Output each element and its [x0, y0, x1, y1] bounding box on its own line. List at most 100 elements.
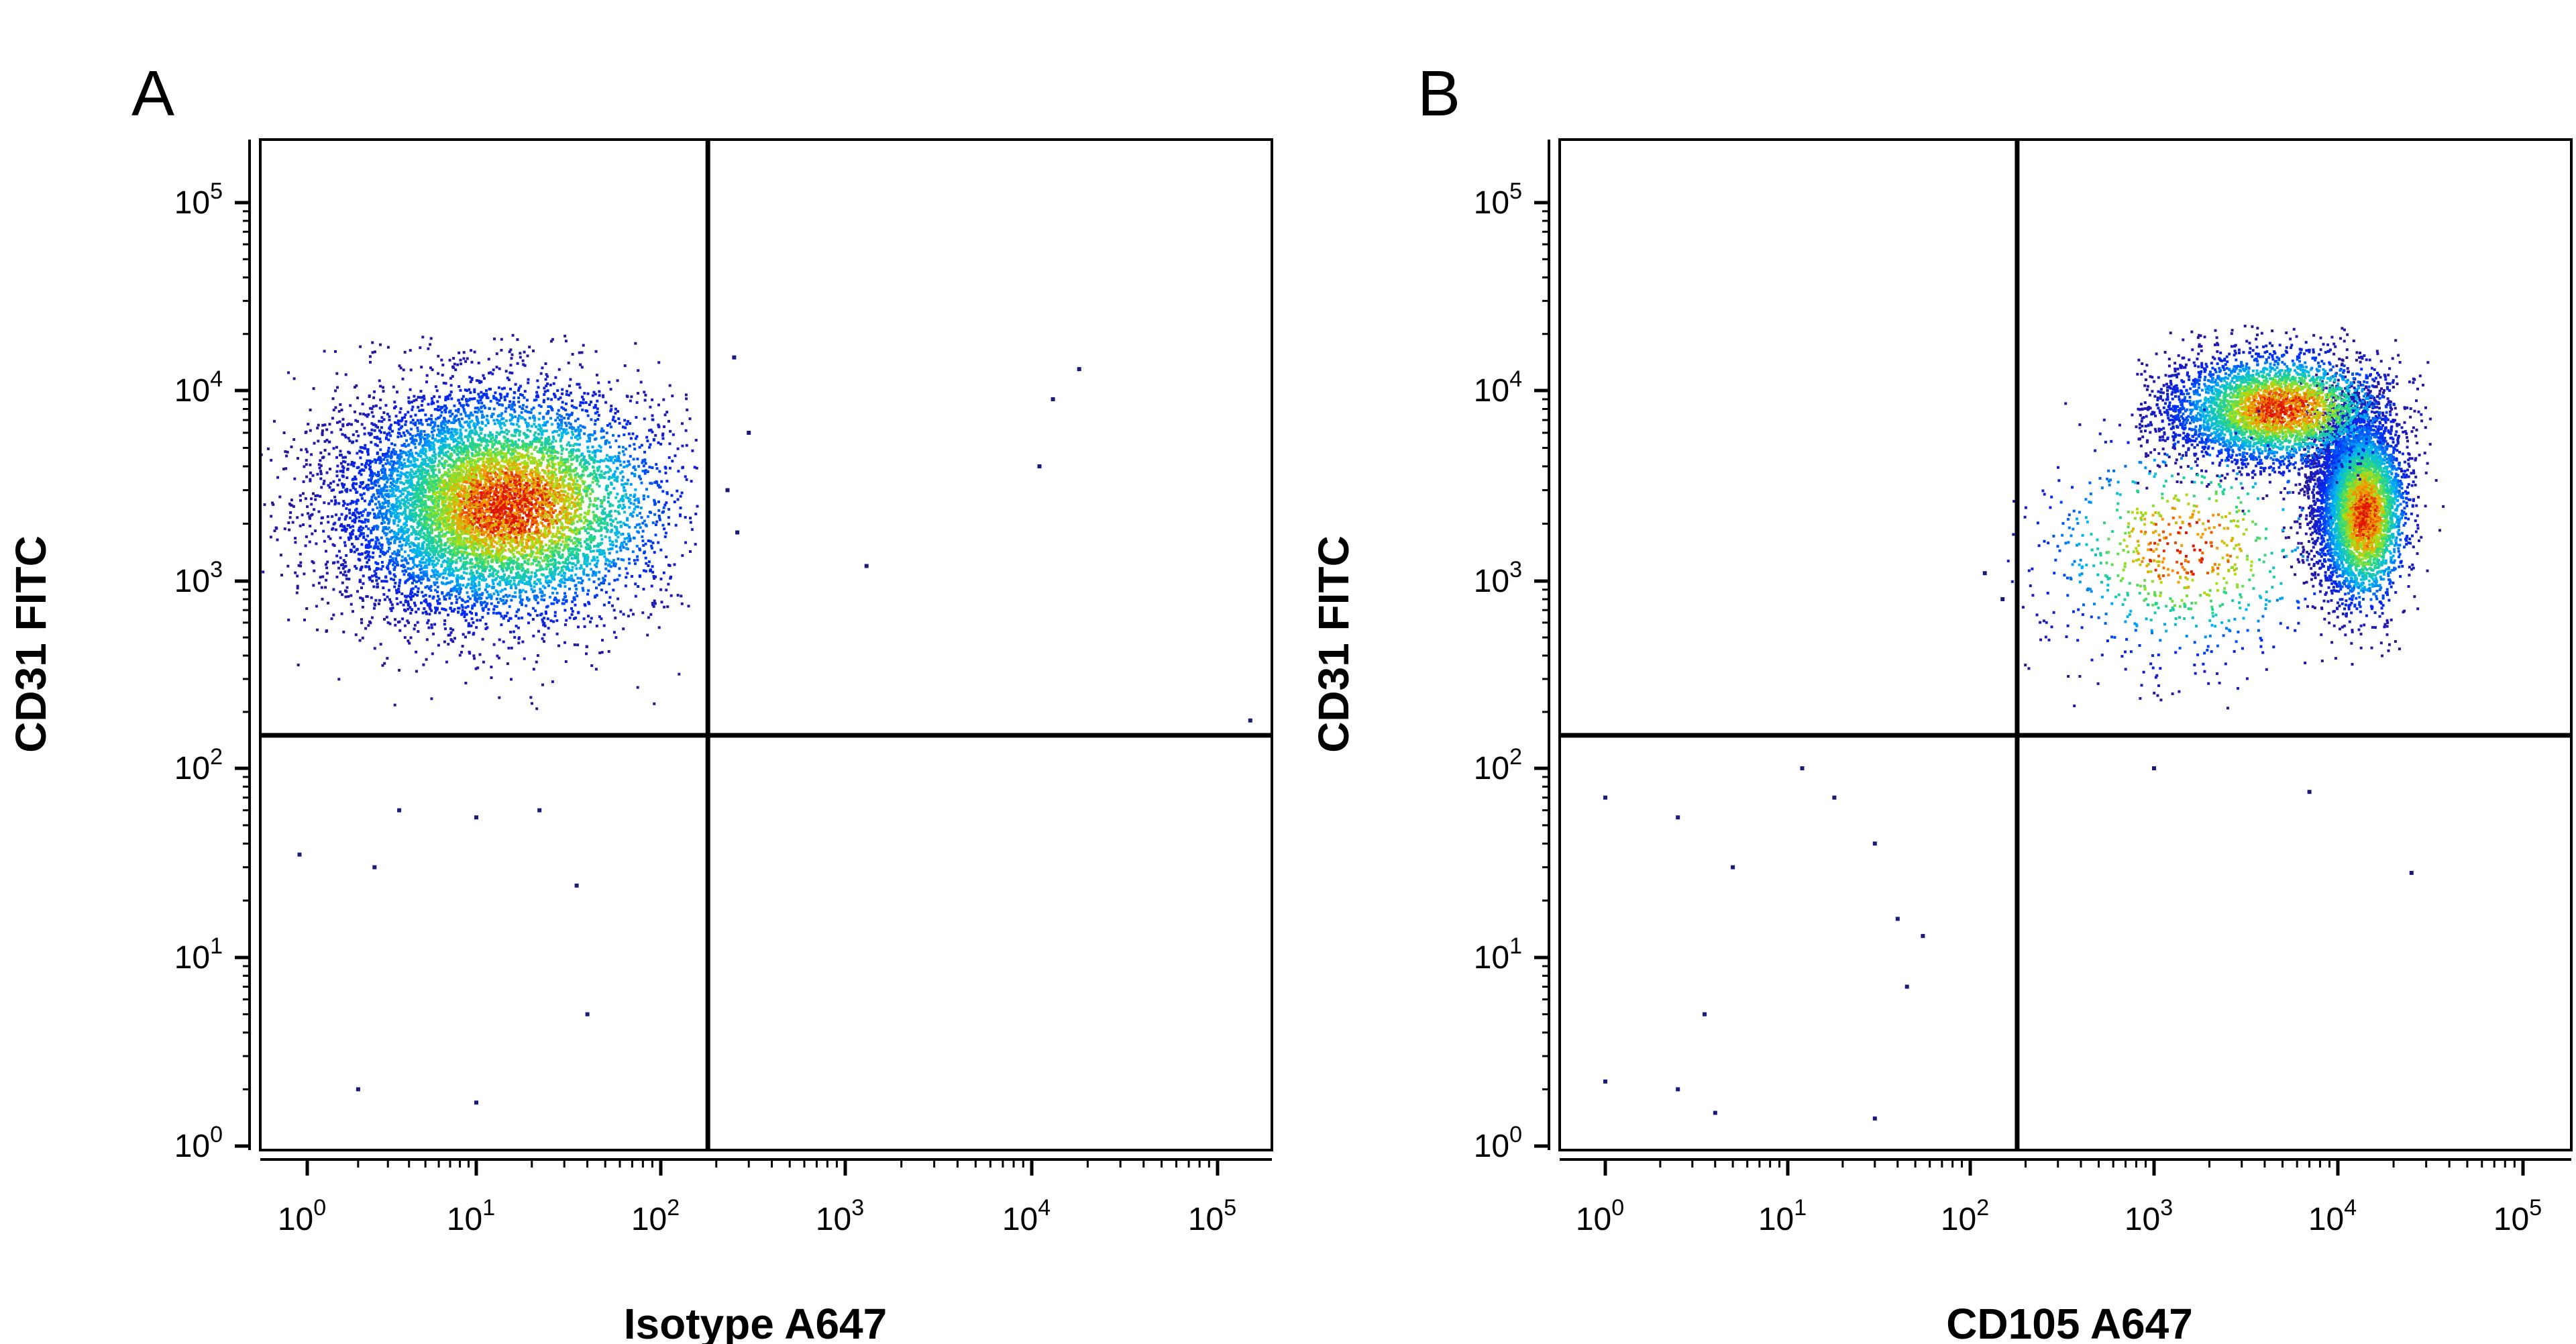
event-dot [360, 529, 363, 532]
event-dot [439, 429, 443, 432]
event-dot [461, 645, 464, 648]
event-dot [610, 529, 614, 532]
event-dot [598, 553, 602, 556]
event-dot [574, 512, 577, 515]
event-dot [503, 395, 506, 399]
event-dot [458, 607, 461, 610]
event-dot [484, 406, 487, 409]
event-dot [476, 411, 479, 414]
event-dot [434, 588, 437, 592]
event-dot [519, 500, 523, 503]
event-dot [651, 541, 655, 545]
event-dot [551, 509, 554, 513]
event-dot [531, 485, 534, 488]
event-dot [559, 440, 562, 443]
event-dot [435, 474, 439, 478]
event-dot [471, 440, 474, 444]
event-dot [305, 463, 308, 466]
event-dot [382, 528, 385, 531]
event-dot [472, 442, 475, 445]
event-dot [612, 631, 616, 634]
event-dot [460, 404, 463, 407]
event-dot [464, 601, 467, 604]
event-dot [419, 581, 423, 584]
event-dot [317, 423, 320, 427]
event-dot [588, 535, 592, 539]
event-dot [457, 587, 460, 590]
event-dot [533, 544, 536, 547]
event-dot [468, 544, 471, 548]
event-dot [551, 408, 553, 411]
event-dot [657, 626, 661, 629]
event-dot [437, 417, 439, 419]
event-dot [610, 481, 612, 484]
event-dot [496, 529, 500, 532]
event-dot [551, 535, 554, 539]
event-dot [548, 544, 551, 548]
event-dot [628, 525, 631, 529]
event-dot [341, 486, 345, 489]
event-dot [561, 508, 564, 511]
event-dot [516, 452, 519, 455]
event-dot [492, 582, 495, 585]
event-dot [518, 574, 521, 577]
event-dot [450, 397, 453, 401]
event-dot [482, 455, 486, 458]
event-dot [556, 456, 559, 460]
event-dot [486, 585, 490, 588]
event-dot [500, 412, 504, 415]
event-dot [378, 599, 381, 602]
event-dot [570, 497, 574, 500]
event-dot [443, 623, 446, 626]
event-dot [433, 581, 436, 584]
event-dot [529, 535, 533, 539]
event-dot [490, 518, 493, 521]
event-dot [392, 511, 395, 515]
event-dot [565, 568, 568, 571]
event-dot [527, 446, 531, 449]
event-dot [364, 627, 368, 630]
event-dot [399, 512, 402, 515]
event-dot [646, 470, 649, 473]
event-dot [344, 595, 347, 599]
event-dot [522, 554, 525, 557]
event-dot [584, 401, 588, 404]
event-dot [419, 390, 423, 393]
event-dot [558, 538, 561, 541]
event-dot [445, 486, 448, 490]
event-dot [616, 379, 619, 382]
event-dot [542, 574, 545, 577]
event-dot [628, 506, 631, 509]
event-dot [508, 480, 512, 483]
event-dot [588, 403, 591, 407]
event-dot [323, 423, 327, 427]
event-dot [546, 420, 549, 423]
event-dot [364, 508, 367, 511]
event-dot [441, 548, 445, 551]
event-dot [449, 568, 452, 571]
event-dot [561, 561, 565, 564]
event-dot [570, 523, 574, 526]
event-dot [272, 503, 275, 506]
event-dot [595, 515, 598, 518]
event-dot [409, 509, 412, 512]
event-dot [586, 560, 589, 563]
event-dot [345, 577, 348, 580]
event-dot [297, 564, 301, 567]
event-dot [551, 498, 554, 501]
event-dot [490, 546, 493, 549]
event-dot [563, 499, 566, 502]
event-dot [382, 506, 385, 509]
event-dot [689, 521, 692, 524]
event-dot [464, 454, 468, 457]
event-dot [422, 531, 425, 535]
event-dot [493, 605, 496, 608]
event-dot [614, 419, 616, 423]
event-dot [543, 386, 546, 390]
event-dot [641, 539, 645, 543]
event-dot [415, 503, 419, 507]
event-dot [422, 570, 425, 574]
event-dot [476, 399, 480, 403]
event-dot [313, 508, 316, 511]
event-dot [462, 552, 466, 555]
